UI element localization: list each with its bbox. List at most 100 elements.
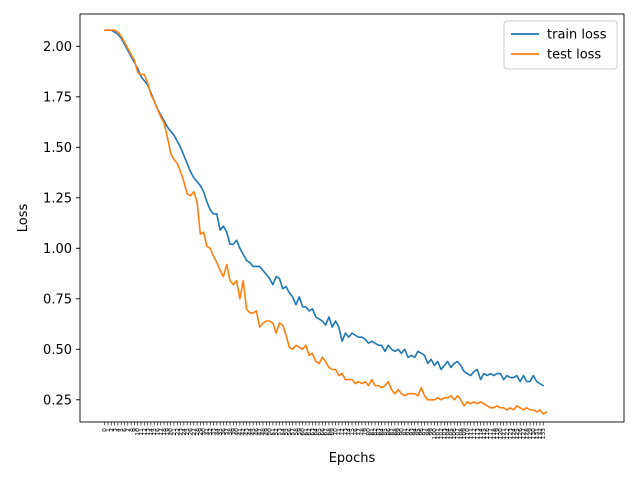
x-tick-label: 38 xyxy=(227,428,234,436)
x-tick-label: 18 xyxy=(161,428,168,436)
x-tick-label: 105 xyxy=(448,428,455,440)
x-tick-label: 68 xyxy=(326,428,333,436)
x-tick-label: 102 xyxy=(438,428,445,440)
x-tick-label: 19 xyxy=(164,428,171,436)
x-tick-label: 48 xyxy=(260,428,267,436)
plot-background xyxy=(80,14,624,422)
x-tick-label: 29 xyxy=(197,428,204,436)
x-tick-label: 60 xyxy=(300,428,307,436)
x-tick-label: 99 xyxy=(428,428,435,436)
x-tick-label: 72 xyxy=(339,428,346,436)
axes-layer: 0.250.500.751.001.251.501.752.0001234567… xyxy=(43,13,625,440)
x-tick-label: 52 xyxy=(273,428,280,436)
series-line-test-loss xyxy=(103,29,548,415)
x-tick-label: 47 xyxy=(257,428,264,436)
x-tick-label: 116 xyxy=(484,428,491,440)
x-tick-label: 12 xyxy=(141,428,148,436)
x-tick-label: 62 xyxy=(306,428,313,436)
x-tick-label: 10 xyxy=(135,428,142,436)
x-tick-label: 82 xyxy=(372,428,379,436)
x-tick-label: 28 xyxy=(194,428,201,436)
x-tick-label: 81 xyxy=(369,428,376,436)
x-tick-label: 37 xyxy=(224,428,231,436)
x-tick-label: 89 xyxy=(395,428,402,436)
x-tick-label: 98 xyxy=(425,428,432,436)
x-tick-label: 57 xyxy=(290,428,297,436)
x-tick-label: 86 xyxy=(385,428,392,436)
x-tick-label: 0 xyxy=(102,428,109,432)
x-tick-label: 4 xyxy=(115,428,122,432)
x-tick-label: 131 xyxy=(534,428,541,440)
x-tick-label: 41 xyxy=(237,428,244,436)
series-line-train-loss xyxy=(103,29,545,387)
x-tick-label: 46 xyxy=(253,428,260,436)
x-tick-label: 129 xyxy=(527,428,534,440)
series-layer xyxy=(103,29,548,415)
y-tick-label: 0.50 xyxy=(43,343,72,358)
x-tick-label: 55 xyxy=(283,428,290,436)
x-tick-label: 87 xyxy=(389,428,396,436)
x-tick-label: 124 xyxy=(511,428,518,440)
x-tick-label: 122 xyxy=(504,428,511,440)
x-tick-label: 80 xyxy=(365,428,372,436)
x-tick-label: 44 xyxy=(247,428,254,436)
x-tick-label: 96 xyxy=(418,428,425,436)
x-tick-label: 103 xyxy=(441,428,448,440)
x-tick-label: 130 xyxy=(530,428,537,440)
x-tick-label: 43 xyxy=(244,428,251,436)
x-tick-label: 8 xyxy=(128,428,135,432)
x-tick-label: 20 xyxy=(168,428,175,436)
x-tick-label: 107 xyxy=(455,428,462,440)
x-tick-label: 104 xyxy=(445,428,452,440)
x-tick-label: 2 xyxy=(108,428,115,432)
x-tick-label: 74 xyxy=(346,428,353,436)
legend-box xyxy=(503,20,618,70)
x-tick-label: 100 xyxy=(431,428,438,440)
x-tick-label: 13 xyxy=(145,428,152,436)
x-tick-label: 71 xyxy=(336,428,343,436)
x-tick-label: 126 xyxy=(517,428,524,440)
x-tick-label: 3 xyxy=(112,428,119,432)
x-tick-label: 108 xyxy=(458,428,465,440)
x-tick-label: 79 xyxy=(362,428,369,436)
y-tick-label: 0.75 xyxy=(43,292,72,307)
x-tick-label: 121 xyxy=(501,428,508,440)
x-tick-label: 32 xyxy=(207,428,214,436)
x-tick-label: 88 xyxy=(392,428,399,436)
x-tick-label: 77 xyxy=(356,428,363,436)
x-tick-label: 42 xyxy=(240,428,247,436)
x-tick-label: 120 xyxy=(497,428,504,440)
x-tick-label: 106 xyxy=(451,428,458,440)
x-tick-label: 61 xyxy=(303,428,310,436)
x-tick-label: 21 xyxy=(171,428,178,436)
plot-area xyxy=(80,14,624,422)
x-tick-label: 114 xyxy=(478,428,485,440)
y-axis-label: Loss xyxy=(16,204,31,233)
x-tick-label: 56 xyxy=(286,428,293,436)
x-tick-label: 66 xyxy=(319,428,326,436)
x-tick-label: 75 xyxy=(349,428,356,436)
x-tick-label: 16 xyxy=(154,428,161,436)
x-tick-label: 70 xyxy=(333,428,340,436)
x-tick-label: 83 xyxy=(375,428,382,436)
x-tick-label: 27 xyxy=(191,428,198,436)
y-tick-label: 1.50 xyxy=(43,141,72,156)
x-tick-label: 36 xyxy=(220,428,227,436)
x-tick-label: 115 xyxy=(481,428,488,440)
x-tick-label: 91 xyxy=(402,428,409,436)
x-tick-label: 123 xyxy=(507,428,514,440)
x-tick-label: 76 xyxy=(352,428,359,436)
x-tick-label: 17 xyxy=(158,428,165,436)
x-tick-label: 132 xyxy=(537,428,544,440)
x-tick-label: 31 xyxy=(204,428,211,436)
x-tick-label: 50 xyxy=(267,428,274,436)
x-tick-label: 118 xyxy=(491,428,498,440)
x-tick-label: 109 xyxy=(461,428,468,440)
x-tick-label: 113 xyxy=(474,428,481,440)
x-tick-label: 69 xyxy=(329,428,336,436)
x-tick-label: 49 xyxy=(263,428,270,436)
x-tick-label: 119 xyxy=(494,428,501,440)
x-tick-label: 30 xyxy=(201,428,208,436)
x-tick-label: 93 xyxy=(408,428,415,436)
